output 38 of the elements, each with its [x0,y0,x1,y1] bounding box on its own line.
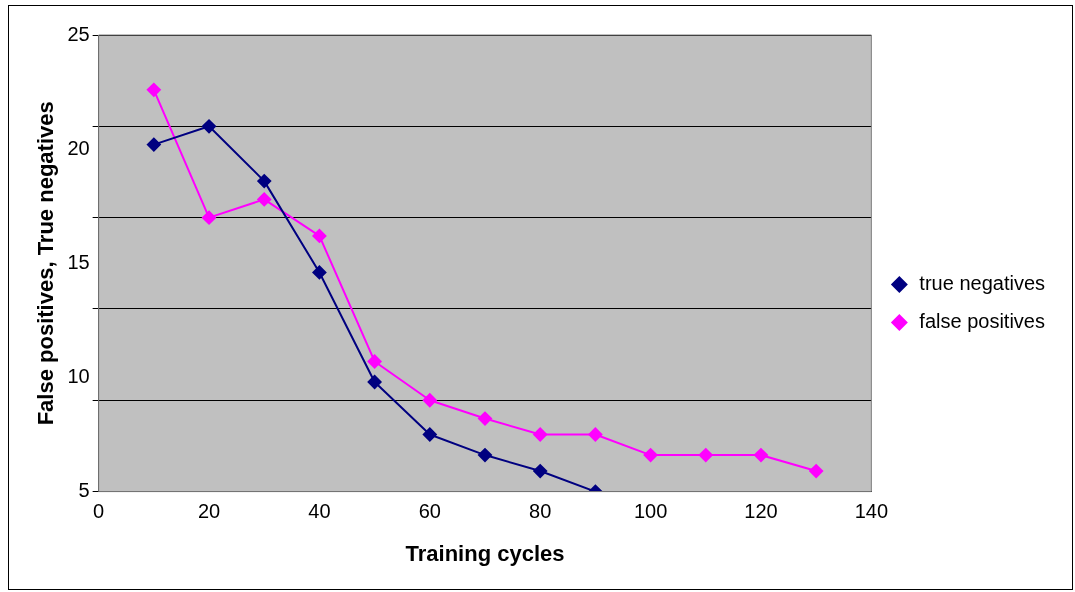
point [367,375,382,390]
x-tick-label: 40 [308,500,331,523]
y-tick-label: 15 [67,250,90,273]
x-axis-title: Training cycles [405,540,565,566]
point [533,464,548,479]
point [588,427,603,442]
point [422,427,437,442]
point [753,448,768,463]
x-tick-label: 60 [418,500,441,523]
legend-label: false positives [919,310,1045,333]
point [422,393,437,408]
y-tick-label: 25 [67,22,90,45]
y-axis-title: False positives, True negatives [33,101,59,426]
x-tick-label: 120 [744,500,778,523]
y-tick-label: 10 [67,364,90,387]
point [643,448,658,463]
point [809,464,824,479]
point [698,448,713,463]
point [257,174,272,189]
point [478,411,493,426]
y-tick-label: 20 [67,136,90,159]
x-tick-label: 140 [854,500,889,523]
x-tick-label: 0 [93,500,105,523]
point [312,265,327,280]
point [478,448,493,463]
point [146,137,161,152]
point [202,210,217,225]
point [257,192,272,207]
x-tick-label: 20 [197,500,221,523]
point [146,82,161,97]
point [533,427,548,442]
legend-label: true negatives [919,272,1046,295]
point [312,228,327,243]
y-tick-label: 5 [78,479,90,502]
x-tick-label: 100 [633,500,668,523]
x-tick-label: 80 [529,500,552,523]
point [202,119,217,134]
point [367,354,382,369]
